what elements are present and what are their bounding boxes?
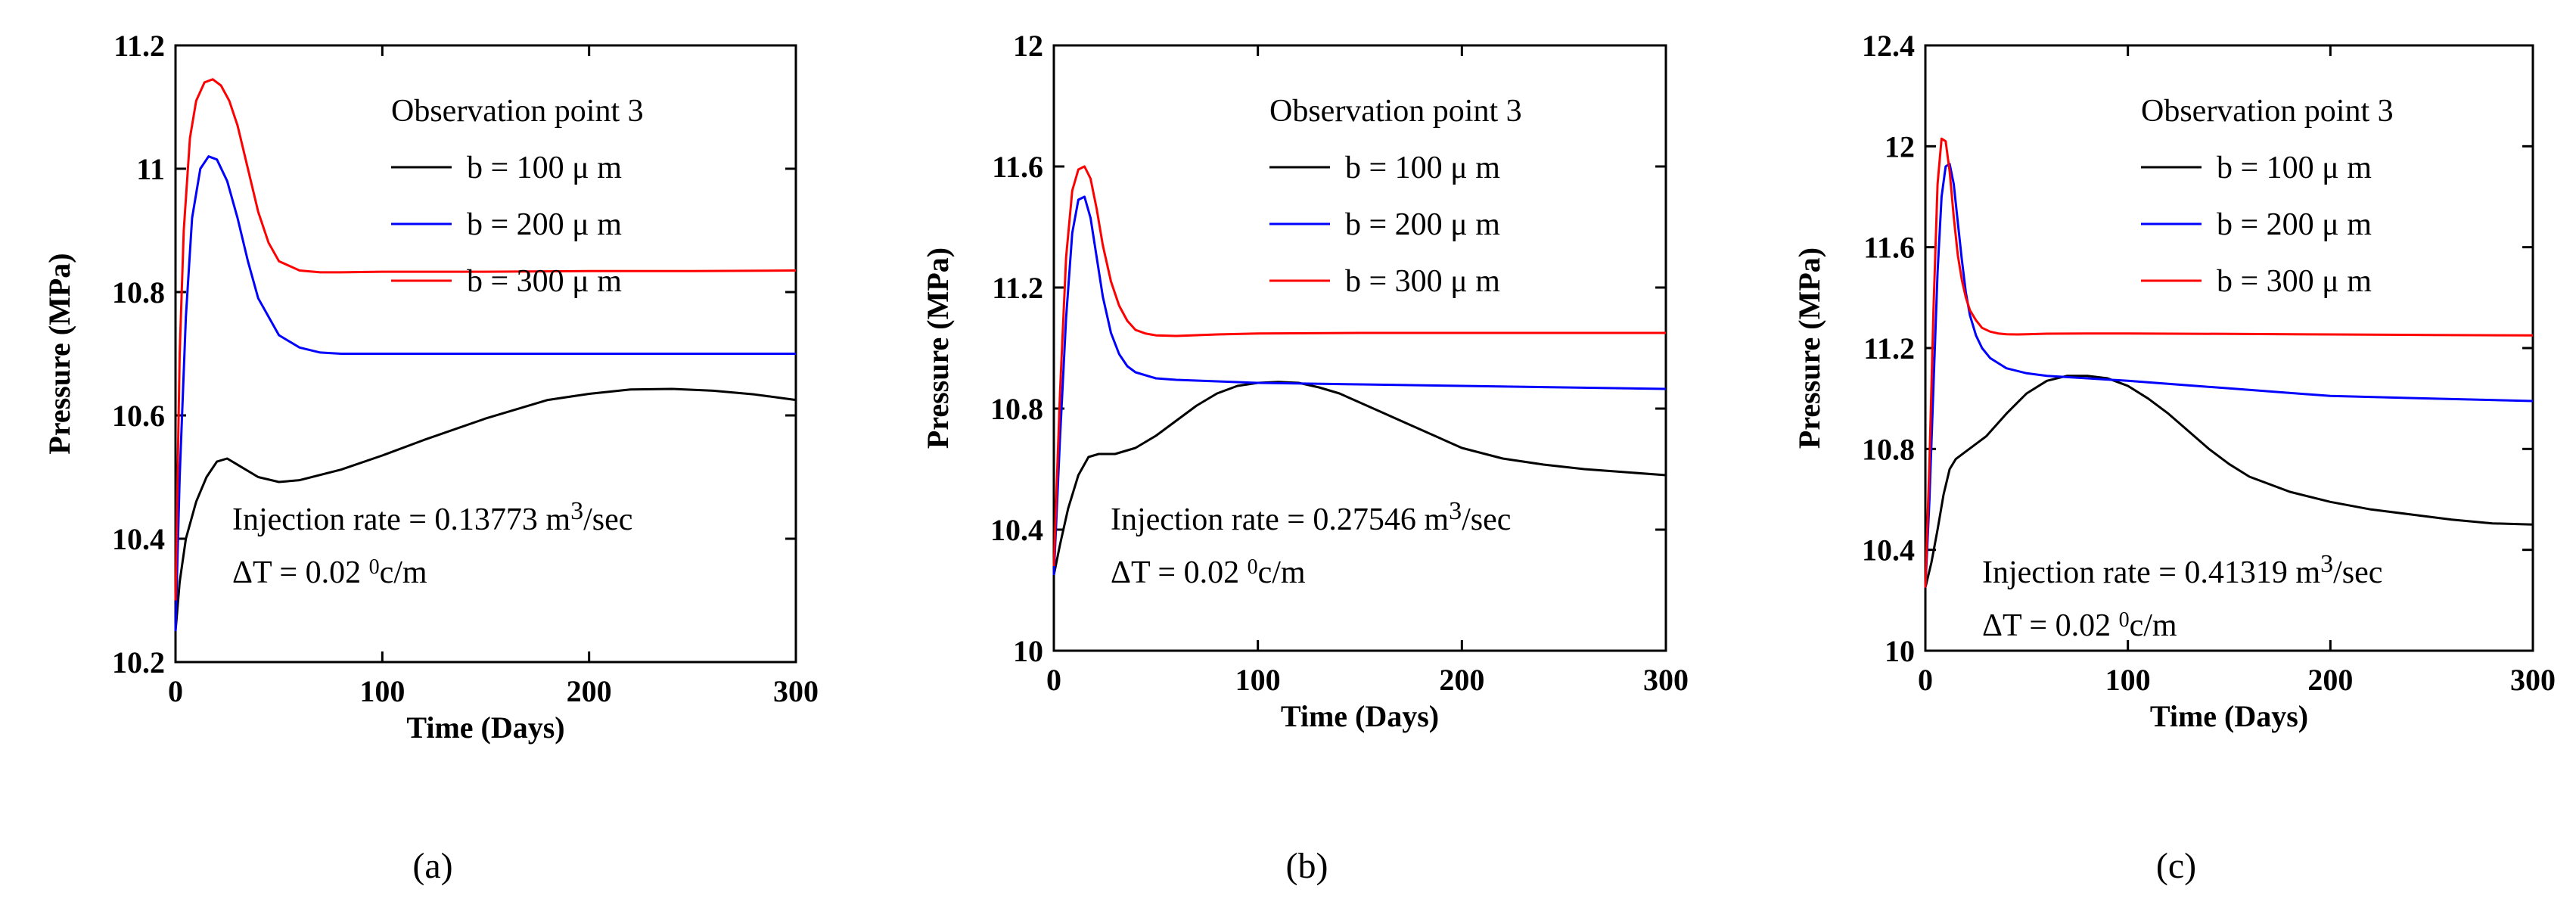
- injection-rate-annotation: Injection rate = 0.27546 m3/sec: [1111, 497, 1511, 537]
- temperature-gradient-annotation: ΔT = 0.02 0c/m: [1111, 555, 1306, 590]
- x-tick-label: 300: [773, 674, 819, 708]
- y-tick-label: 12.4: [1862, 29, 1915, 63]
- x-axis-label: Time (Days): [2150, 699, 2308, 733]
- y-tick-label: 11.2: [992, 271, 1043, 305]
- y-tick-label: 10.4: [112, 522, 165, 556]
- series-line-2: [174, 78, 797, 601]
- y-tick-label: 11.6: [1863, 231, 1915, 265]
- panel-label: (b): [1286, 846, 1328, 886]
- y-tick-label: 10: [1885, 634, 1915, 668]
- x-tick-label: 200: [2307, 663, 2353, 697]
- plot-frame: [1052, 44, 1667, 652]
- legend-entry-2: b = 300 μ m: [467, 264, 622, 299]
- y-tick-label: 10.2: [112, 645, 165, 679]
- injection-rate-annotation: Injection rate = 0.41319 m3/sec: [1982, 550, 2382, 590]
- y-tick-label: 10.4: [990, 513, 1043, 547]
- legend-title: Observation point 3: [1269, 94, 1522, 129]
- series-line-2: [1924, 137, 2534, 588]
- y-tick-label: 10.8: [1862, 432, 1915, 466]
- legend-entry-1: b = 200 μ m: [467, 207, 622, 242]
- x-tick-label: 100: [2105, 663, 2151, 697]
- temperature-gradient-annotation: ΔT = 0.02 0c/m: [232, 555, 427, 590]
- x-tick-label: 0: [1046, 663, 1061, 697]
- series-line-1: [1924, 163, 2534, 588]
- chart-panel: 10 10.4 10.8 11.2 11.6 12 0 100 200 300 Time (Days…: [921, 29, 1689, 886]
- injection-rate-annotation: Injection rate = 0.13773 m3/sec: [232, 497, 632, 537]
- legend-entry-0: b = 100 μ m: [2217, 151, 2372, 185]
- legend-title: Observation point 3: [391, 94, 644, 129]
- series-line-1: [174, 155, 796, 632]
- y-tick-label: 10.6: [112, 399, 165, 433]
- legend-entry-1: b = 200 μ m: [1345, 207, 1500, 242]
- y-tick-label: 10.8: [112, 275, 165, 309]
- x-tick-label: 300: [2510, 663, 2556, 697]
- legend-entry-1: b = 200 μ m: [2217, 207, 2372, 242]
- y-tick-label: 11.2: [1863, 331, 1915, 365]
- series-line-1: [1052, 195, 1667, 576]
- y-tick-label: 11.2: [113, 29, 165, 63]
- y-tick-label: 11: [136, 152, 165, 186]
- panel-label: (c): [2156, 846, 2196, 886]
- x-tick-label: 0: [1918, 663, 1933, 697]
- y-axis-label: Pressure (MPa): [921, 247, 955, 449]
- x-tick-label: 300: [1643, 663, 1689, 697]
- chart-panel: 10.2 10.4 10.6 10.8 11 11.2 0 100 200 300 Time (Da…: [42, 29, 819, 886]
- panel-label: (a): [412, 846, 452, 886]
- series-line-0: [1924, 375, 2534, 589]
- x-axis-label: Time (Days): [1281, 699, 1439, 733]
- x-tick-label: 100: [1235, 663, 1281, 697]
- legend-title: Observation point 3: [2141, 94, 2394, 129]
- series-line-0: [1052, 381, 1667, 576]
- y-tick-label: 12: [1013, 29, 1043, 63]
- y-axis-label: Pressure (MPa): [42, 253, 76, 454]
- x-tick-label: 200: [1439, 663, 1484, 697]
- y-tick-label: 11.6: [992, 150, 1043, 184]
- legend-entry-2: b = 300 μ m: [1345, 264, 1500, 299]
- x-axis-label: Time (Days): [406, 710, 564, 745]
- temperature-gradient-annotation: ΔT = 0.02 0c/m: [1982, 608, 2177, 643]
- y-tick-label: 10: [1013, 634, 1043, 668]
- legend-entry-0: b = 100 μ m: [467, 151, 622, 185]
- x-tick-label: 0: [168, 674, 183, 708]
- x-tick-label: 100: [359, 674, 405, 708]
- series-line-0: [174, 387, 797, 632]
- legend-entry-0: b = 100 μ m: [1345, 151, 1500, 185]
- y-tick-label: 10.4: [1862, 533, 1915, 567]
- legend-entry-2: b = 300 μ m: [2217, 264, 2372, 299]
- y-axis-label: Pressure (MPa): [1792, 247, 1826, 449]
- x-tick-label: 200: [567, 674, 612, 708]
- y-tick-label: 12: [1885, 129, 1915, 163]
- chart-panel: 10 10.4 10.8 11.2 11.6 12 12.4 0 100 200 300 Time (…: [1792, 29, 2556, 886]
- y-tick-label: 10.8: [990, 392, 1043, 426]
- series-line-2: [1052, 165, 1666, 567]
